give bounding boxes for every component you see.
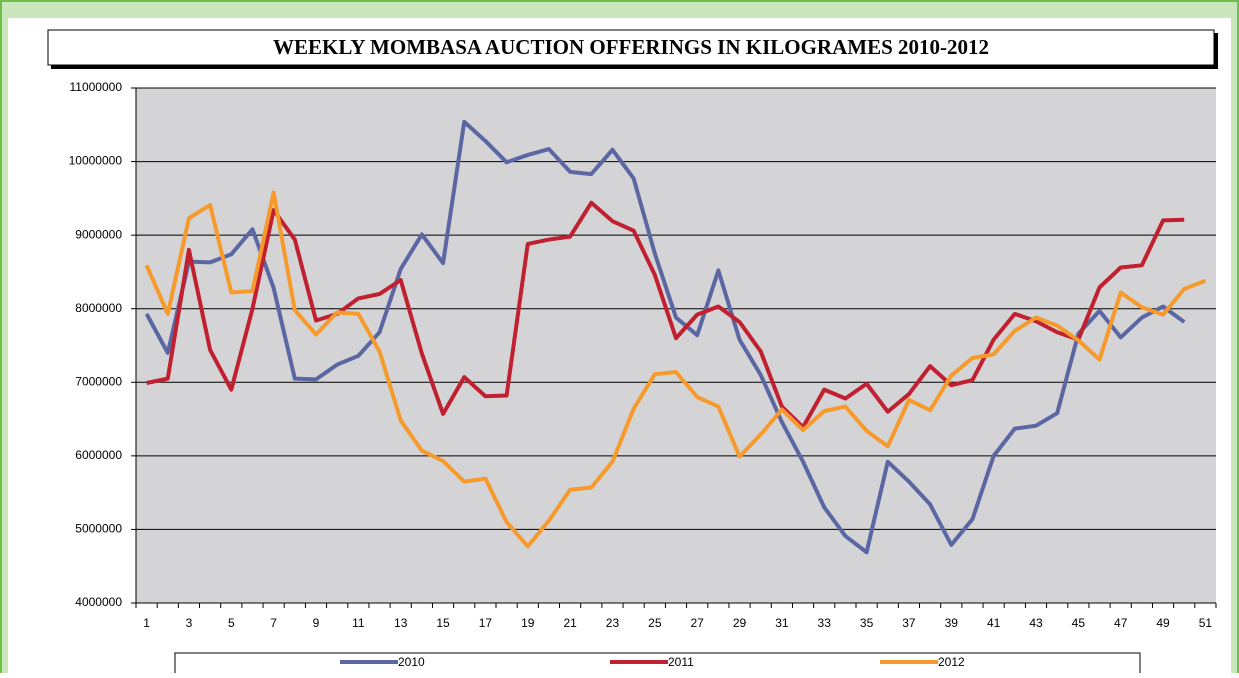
x-tick-label: 23 — [606, 616, 620, 630]
x-tick-label: 39 — [945, 616, 959, 630]
series-line — [144, 190, 1207, 549]
x-tick-label: 21 — [563, 616, 577, 630]
plot-area — [136, 88, 1216, 603]
x-tick-label: 19 — [521, 616, 535, 630]
x-tick-label: 41 — [987, 616, 1001, 630]
legend-label: 2011 — [668, 655, 694, 669]
x-tick-label: 7 — [270, 616, 277, 630]
x-tick-label: 37 — [902, 616, 916, 630]
x-tick-label: 47 — [1114, 616, 1128, 630]
x-tick-label: 29 — [733, 616, 747, 630]
x-tick-label: 43 — [1029, 616, 1043, 630]
y-tick-label: 7000000 — [75, 374, 122, 388]
chart-title: WEEKLY MOMBASA AUCTION OFFERINGS IN KILO… — [273, 35, 989, 59]
title-box — [47, 29, 1215, 66]
x-tick-label: 27 — [690, 616, 704, 630]
series-line — [146, 200, 1185, 430]
y-tick-label: 8000000 — [75, 301, 122, 315]
x-tick-label: 49 — [1156, 616, 1170, 630]
series-line — [144, 119, 1186, 555]
legend-label: 2012 — [938, 655, 965, 669]
x-tick-label: 9 — [313, 616, 320, 630]
x-tick-label: 31 — [775, 616, 789, 630]
x-tick-label: 17 — [479, 616, 493, 630]
x-tick-label: 3 — [186, 616, 193, 630]
y-tick-label: 4000000 — [75, 595, 122, 609]
y-tick-label: 6000000 — [75, 448, 122, 462]
y-tick-label: 10000000 — [69, 154, 123, 168]
x-tick-label: 51 — [1199, 616, 1213, 630]
y-tick-label: 11000000 — [70, 80, 123, 94]
x-tick-label: 11 — [352, 616, 365, 630]
x-tick-label: 33 — [818, 616, 832, 630]
x-tick-label: 45 — [1072, 616, 1086, 630]
legend-label: 2010 — [398, 655, 425, 669]
y-tick-label: 9000000 — [75, 227, 122, 241]
x-tick-label: 15 — [436, 616, 450, 630]
x-tick-label: 1 — [143, 616, 150, 630]
y-tick-label: 5000000 — [75, 522, 122, 536]
x-tick-label: 13 — [394, 616, 408, 630]
x-tick-label: 5 — [228, 616, 235, 630]
x-tick-label: 25 — [648, 616, 662, 630]
x-tick-label: 35 — [860, 616, 874, 630]
